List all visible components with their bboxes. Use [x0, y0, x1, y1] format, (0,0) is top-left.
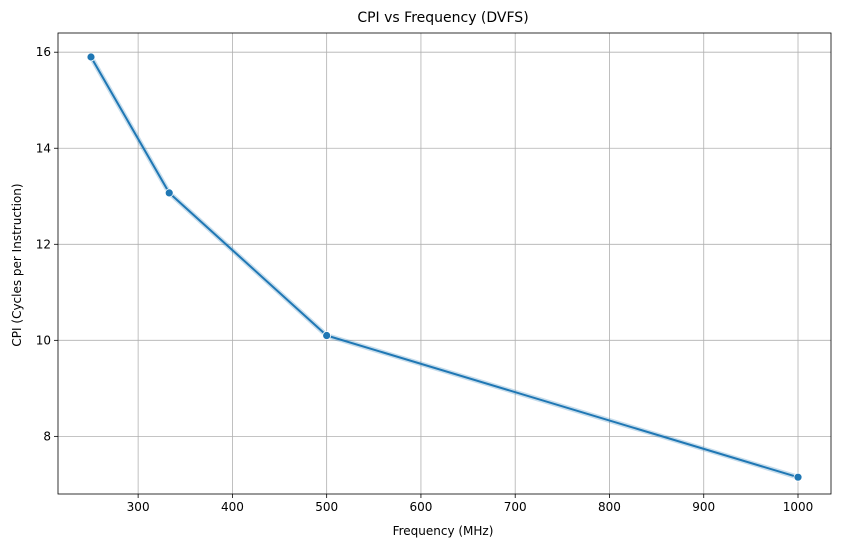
x-axis-ticks: 300 400 500 600 700 800 900 1000 [127, 494, 814, 514]
gridlines [58, 33, 831, 494]
y-tick-label: 14 [36, 141, 51, 155]
data-point [86, 52, 96, 62]
y-tick-label: 10 [36, 333, 51, 347]
data-point [164, 188, 174, 198]
series-layer [86, 52, 803, 482]
plot-frame [57, 32, 832, 495]
chart-title: CPI vs Frequency (DVFS) [357, 10, 528, 26]
y-axis-ticks: 8 10 12 14 16 [36, 45, 58, 443]
x-tick-label: 400 [221, 500, 244, 514]
x-tick-label: 900 [692, 500, 715, 514]
y-tick-label: 12 [36, 237, 51, 251]
series-line [90, 56, 799, 479]
x-tick-label: 500 [315, 500, 338, 514]
x-axis-title: Frequency (MHz) [393, 524, 494, 538]
x-tick-label: 300 [127, 500, 150, 514]
x-tick-label: 800 [598, 500, 621, 514]
x-tick-label: 600 [409, 500, 432, 514]
data-point [322, 331, 332, 340]
x-tick-label: 700 [504, 500, 527, 514]
data-point [793, 472, 803, 482]
y-tick-label: 16 [36, 45, 51, 59]
y-tick-label: 8 [43, 429, 51, 443]
x-tick-label: 1000 [783, 500, 814, 514]
y-axis-title: CPI (Cycles per Instruction) [10, 183, 24, 346]
